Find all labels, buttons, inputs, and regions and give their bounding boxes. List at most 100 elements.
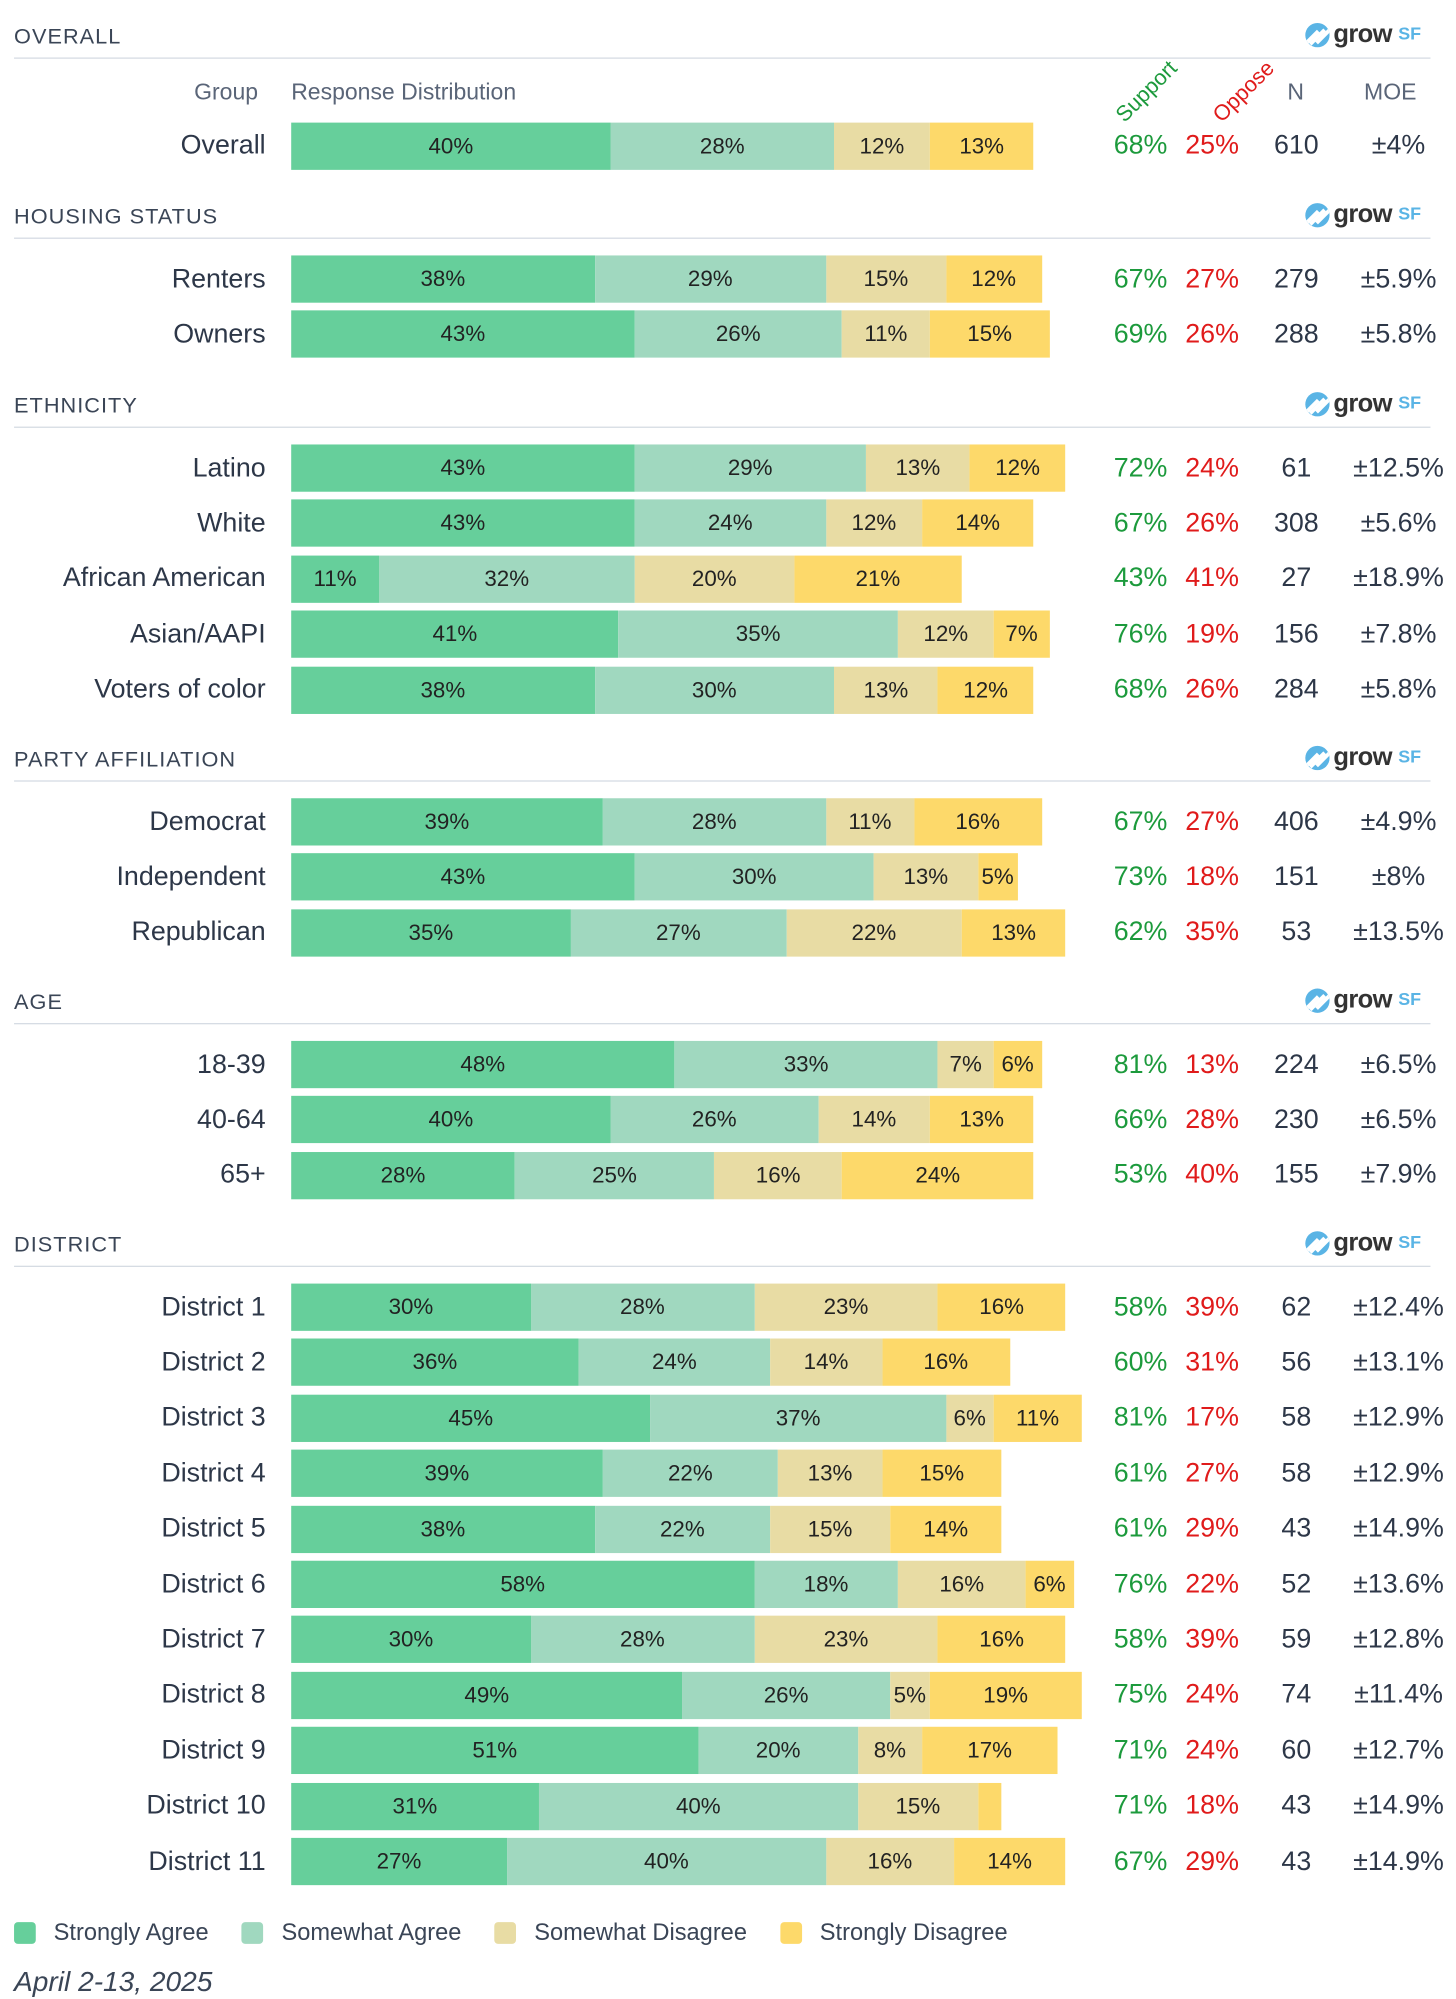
oppose-value: 19% xyxy=(1185,619,1239,649)
bar-segment-somewhat-disagree: 20% xyxy=(634,555,795,603)
bar-segment-somewhat-agree: 28% xyxy=(530,1283,755,1331)
oppose-value: 27% xyxy=(1185,806,1239,836)
section-title: AGE xyxy=(14,989,63,1015)
logo-suffix: SF xyxy=(1398,988,1422,1009)
group-label: District 11 xyxy=(148,1846,266,1876)
group-label: Renters xyxy=(171,263,266,294)
margin-of-error: ±12.9% xyxy=(1353,1458,1444,1488)
oppose-value: 13% xyxy=(1185,1049,1239,1079)
bar-segment-somewhat-agree: 30% xyxy=(594,666,835,714)
bar-segment-strongly-disagree: 14% xyxy=(953,1837,1066,1886)
moe-column-header: MOE xyxy=(1364,79,1417,105)
growsf-logo: grow SF xyxy=(1305,1228,1421,1257)
support-value: 81% xyxy=(1113,1049,1168,1079)
bar-segment-strongly-agree: 27% xyxy=(291,1837,507,1886)
group-label: District 7 xyxy=(161,1624,266,1654)
support-value: 71% xyxy=(1113,1790,1168,1821)
growsf-logo: grow SF xyxy=(1305,743,1421,771)
bar-segment-strongly-agree: 30% xyxy=(291,1283,531,1331)
bar-segment-somewhat-disagree: 13% xyxy=(834,666,938,714)
logo-suffix: SF xyxy=(1398,22,1422,44)
bar-segment-strongly-agree: 45% xyxy=(291,1394,651,1442)
sample-size: 52 xyxy=(1281,1569,1312,1599)
bar-segment-somewhat-disagree: 7% xyxy=(937,1040,994,1089)
logo-text: grow xyxy=(1333,388,1392,418)
bar-segment-somewhat-disagree: 23% xyxy=(754,1616,938,1664)
group-label: District 2 xyxy=(161,1347,266,1377)
oppose-value: 39% xyxy=(1185,1624,1239,1654)
bar-segment-somewhat-disagree: 16% xyxy=(714,1151,842,1200)
bar-segment-somewhat-agree: 35% xyxy=(618,610,898,658)
oppose-value: 35% xyxy=(1185,917,1239,947)
group-label: Republican xyxy=(131,917,266,947)
date-range: April 2-13, 2025 xyxy=(14,1965,213,1998)
bar-segment-somewhat-agree: 28% xyxy=(610,121,835,170)
group-label: Independent xyxy=(116,861,266,892)
legend-label: Somewhat Disagree xyxy=(534,1918,747,1946)
bar-segment-somewhat-agree: 40% xyxy=(506,1837,827,1886)
bar-segment-somewhat-agree: 18% xyxy=(754,1560,898,1608)
sample-size: 59 xyxy=(1281,1624,1312,1654)
support-value: 81% xyxy=(1113,1402,1168,1433)
support-value: 62% xyxy=(1113,917,1168,947)
oppose-value: 29% xyxy=(1185,1513,1239,1543)
bar-segment-strongly-agree: 43% xyxy=(291,444,635,492)
sample-size: 62 xyxy=(1281,1291,1312,1322)
margin-of-error: ±12.5% xyxy=(1353,452,1444,483)
oppose-value: 24% xyxy=(1185,1679,1239,1710)
stacked-bar: 36% 24% 14% 16% xyxy=(291,1339,1010,1387)
bar-segment-somewhat-disagree: 13% xyxy=(873,853,978,901)
stacked-bar: 40% 28% 12% 13% xyxy=(291,121,1034,170)
stacked-bar: 27% 40% 16% 14% xyxy=(291,1837,1066,1886)
bar-segment-strongly-agree: 36% xyxy=(291,1339,579,1387)
bar-segment-strongly-agree: 39% xyxy=(291,1449,603,1498)
margin-of-error: ±13.6% xyxy=(1353,1569,1444,1599)
bar-segment-strongly-agree: 41% xyxy=(291,610,619,658)
legend-item-strongly-agree: Strongly Agree xyxy=(14,1918,209,1946)
support-value: 69% xyxy=(1113,319,1168,349)
growsf-logo-icon xyxy=(1305,202,1330,227)
bar-segment-strongly-disagree: 7% xyxy=(993,610,1050,658)
bar-segment-somewhat-disagree: 13% xyxy=(865,444,970,492)
margin-of-error: ±13.1% xyxy=(1353,1347,1444,1377)
stacked-bar: 58% 18% 16% 6% xyxy=(291,1560,1074,1608)
stacked-bar: 28% 25% 16% 24% xyxy=(291,1151,1034,1200)
stacked-bar: 40% 26% 14% 13% xyxy=(291,1096,1034,1144)
bar-segment-strongly-disagree: 6% xyxy=(1025,1560,1074,1608)
bar-segment-somewhat-agree: 25% xyxy=(514,1151,715,1200)
logo-text: grow xyxy=(1333,1228,1392,1257)
bar-segment-strongly-disagree: 16% xyxy=(881,1339,1010,1387)
oppose-value: 27% xyxy=(1185,1458,1239,1488)
bar-segment-strongly-disagree: 15% xyxy=(881,1449,1002,1498)
stacked-bar: 31% 40% 15% xyxy=(291,1782,1002,1830)
bar-segment-strongly-agree: 40% xyxy=(291,1096,611,1144)
group-label: Owners xyxy=(173,319,266,349)
bar-segment-strongly-disagree: 13% xyxy=(961,909,1066,957)
bar-segment-strongly-agree: 11% xyxy=(291,555,380,603)
sample-size: 53 xyxy=(1281,917,1312,947)
margin-of-error: ±14.9% xyxy=(1353,1846,1444,1876)
margin-of-error: ±8% xyxy=(1371,861,1426,892)
bar-segment-somewhat-agree: 29% xyxy=(594,255,827,303)
section-title: PARTY AFFILIATION xyxy=(14,747,237,772)
bar-segment-somewhat-disagree: 15% xyxy=(826,255,946,303)
group-label: 65+ xyxy=(220,1160,266,1190)
sample-size: 43 xyxy=(1281,1846,1312,1876)
margin-of-error: ±14.9% xyxy=(1353,1790,1444,1821)
legend-swatch xyxy=(780,1921,802,1944)
margin-of-error: ±11.4% xyxy=(1354,1679,1443,1710)
bar-segment-strongly-disagree: 24% xyxy=(841,1151,1034,1200)
bar-segment-somewhat-agree: 26% xyxy=(634,310,842,359)
section-divider xyxy=(14,1265,1431,1267)
bar-segment-strongly-agree: 40% xyxy=(291,121,611,170)
bar-segment-strongly-agree: 43% xyxy=(291,310,635,359)
bar-segment-strongly-disagree: 11% xyxy=(993,1394,1082,1442)
bar-segment-somewhat-disagree: 11% xyxy=(841,310,930,359)
sample-size: 58 xyxy=(1281,1402,1312,1433)
group-label: Latino xyxy=(192,452,266,483)
legend: Strongly Agree Somewhat Agree Somewhat D… xyxy=(14,1918,1041,1946)
sample-size: 74 xyxy=(1281,1679,1312,1710)
stacked-bar: 30% 28% 23% 16% xyxy=(291,1283,1066,1331)
growsf-logo: grow SF xyxy=(1305,200,1421,229)
bar-segment-somewhat-agree: 26% xyxy=(610,1096,819,1144)
